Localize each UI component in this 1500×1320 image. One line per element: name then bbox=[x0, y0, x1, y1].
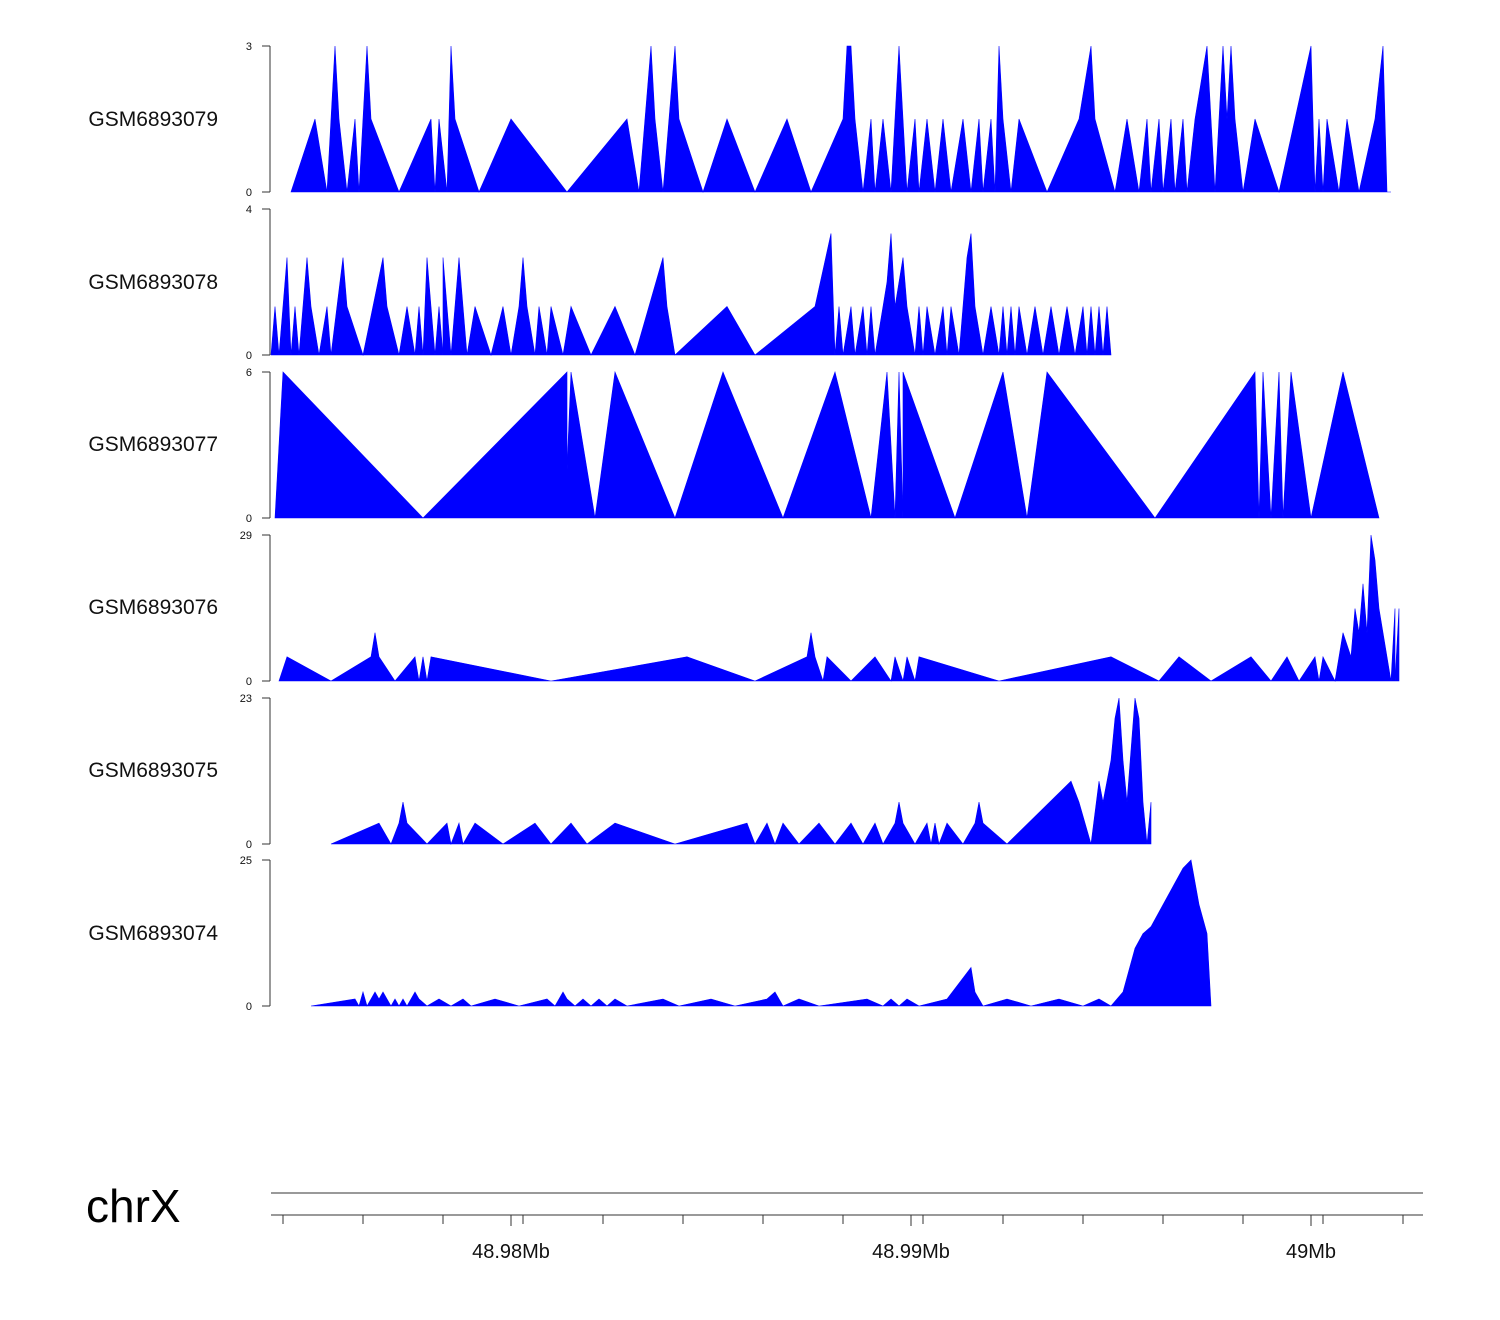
track-label: GSM6893078 bbox=[88, 271, 218, 294]
x-tick-label: 49Mb bbox=[1286, 1241, 1336, 1263]
x-axis-ticks: 48.98Mb 48.99Mb 49Mb bbox=[282, 1215, 1404, 1263]
track-label: GSM6893075 bbox=[88, 759, 218, 782]
y-tick-label-min: 0 bbox=[246, 187, 252, 199]
x-tick-label: 48.99Mb bbox=[872, 1241, 950, 1263]
y-tick-label-min: 0 bbox=[246, 350, 252, 362]
chromosome-label: chrX bbox=[86, 1180, 181, 1232]
track-GSM6893077: GSM6893077 6 0 bbox=[88, 367, 1380, 525]
genome-axis: chrX 48.98Mb 48.99Mb 49Mb bbox=[86, 1180, 1423, 1263]
y-tick-label-min: 0 bbox=[246, 1001, 252, 1013]
y-tick-label-min: 0 bbox=[246, 839, 252, 851]
y-tick-label-min: 0 bbox=[246, 676, 252, 688]
coverage-area bbox=[278, 534, 1400, 682]
y-tick-label-max: 29 bbox=[240, 530, 252, 542]
y-tick-label-max: 6 bbox=[246, 367, 252, 379]
y-tick-label-max: 25 bbox=[240, 855, 252, 867]
y-tick-label-max: 4 bbox=[246, 204, 252, 216]
track-GSM6893076: GSM6893076 29 0 bbox=[88, 530, 1400, 688]
data-tracks: GSM689307930GSM689307840GSM689307760GSM6… bbox=[88, 41, 1400, 1013]
track-label: GSM6893076 bbox=[88, 596, 218, 619]
y-tick-label-min: 0 bbox=[246, 513, 252, 525]
track-GSM6893079: GSM6893079 3 0 bbox=[88, 41, 1391, 199]
coverage-area bbox=[270, 233, 1112, 357]
track-label: GSM6893074 bbox=[88, 922, 218, 945]
track-GSM6893078: GSM6893078 4 0 bbox=[88, 204, 1112, 362]
track-GSM6893074: GSM6893074 25 0 bbox=[88, 855, 1212, 1013]
y-tick-label-max: 23 bbox=[240, 693, 252, 705]
coverage-area bbox=[330, 697, 1152, 846]
y-tick-label-max: 3 bbox=[246, 41, 252, 53]
track-label: GSM6893079 bbox=[88, 108, 218, 131]
coverage-area bbox=[274, 370, 1380, 519]
x-tick-label: 48.98Mb bbox=[472, 1241, 550, 1263]
track-label: GSM6893077 bbox=[88, 433, 218, 456]
coverage-area bbox=[310, 859, 1212, 1007]
track-GSM6893075: GSM6893075 23 0 bbox=[88, 693, 1152, 851]
coverage-area bbox=[290, 45, 1391, 194]
